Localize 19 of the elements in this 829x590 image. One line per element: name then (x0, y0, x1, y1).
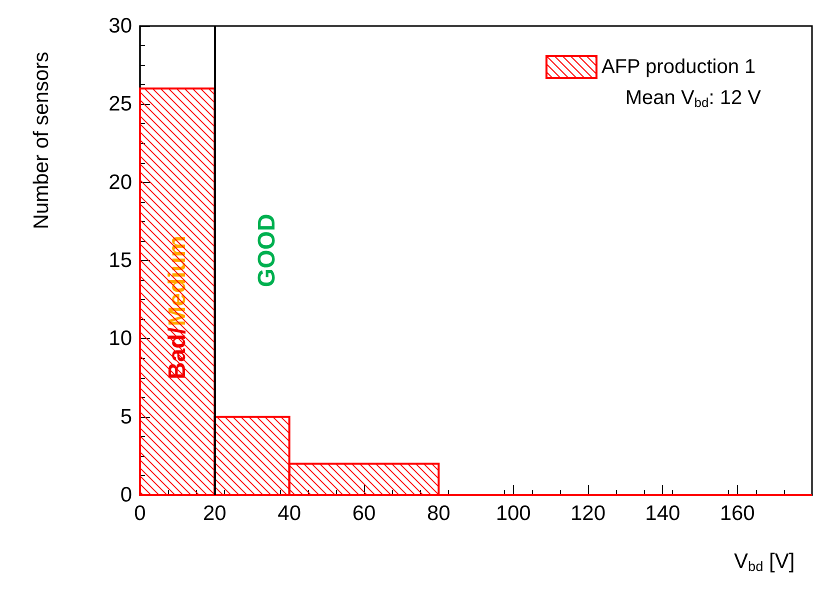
x-tick-label: 20 (202, 502, 226, 525)
x-tick-label: 80 (426, 502, 450, 525)
x-tick-label: 160 (720, 502, 755, 525)
annotation: GOOD (253, 214, 280, 288)
x-tick-label: 60 (352, 502, 376, 525)
y-tick-label: 5 (120, 405, 132, 428)
legend-label: AFP production 1 (601, 56, 756, 78)
y-tick-label: 20 (108, 170, 132, 194)
y-tick-label: 0 (120, 484, 132, 506)
x-tick-label: 0 (134, 502, 146, 525)
y-tick-label: 10 (108, 327, 132, 350)
x-tick-label: 120 (570, 502, 606, 525)
x-tick-label: 100 (496, 502, 531, 525)
x-tick-label: 40 (278, 502, 302, 525)
y-tick-label: 25 (108, 92, 132, 116)
x-tick-label: 140 (645, 502, 680, 525)
y-axis-title: Number of sensors (30, 52, 53, 230)
y-tick-label: 15 (108, 249, 132, 272)
y-tick-label: 30 (108, 14, 132, 38)
